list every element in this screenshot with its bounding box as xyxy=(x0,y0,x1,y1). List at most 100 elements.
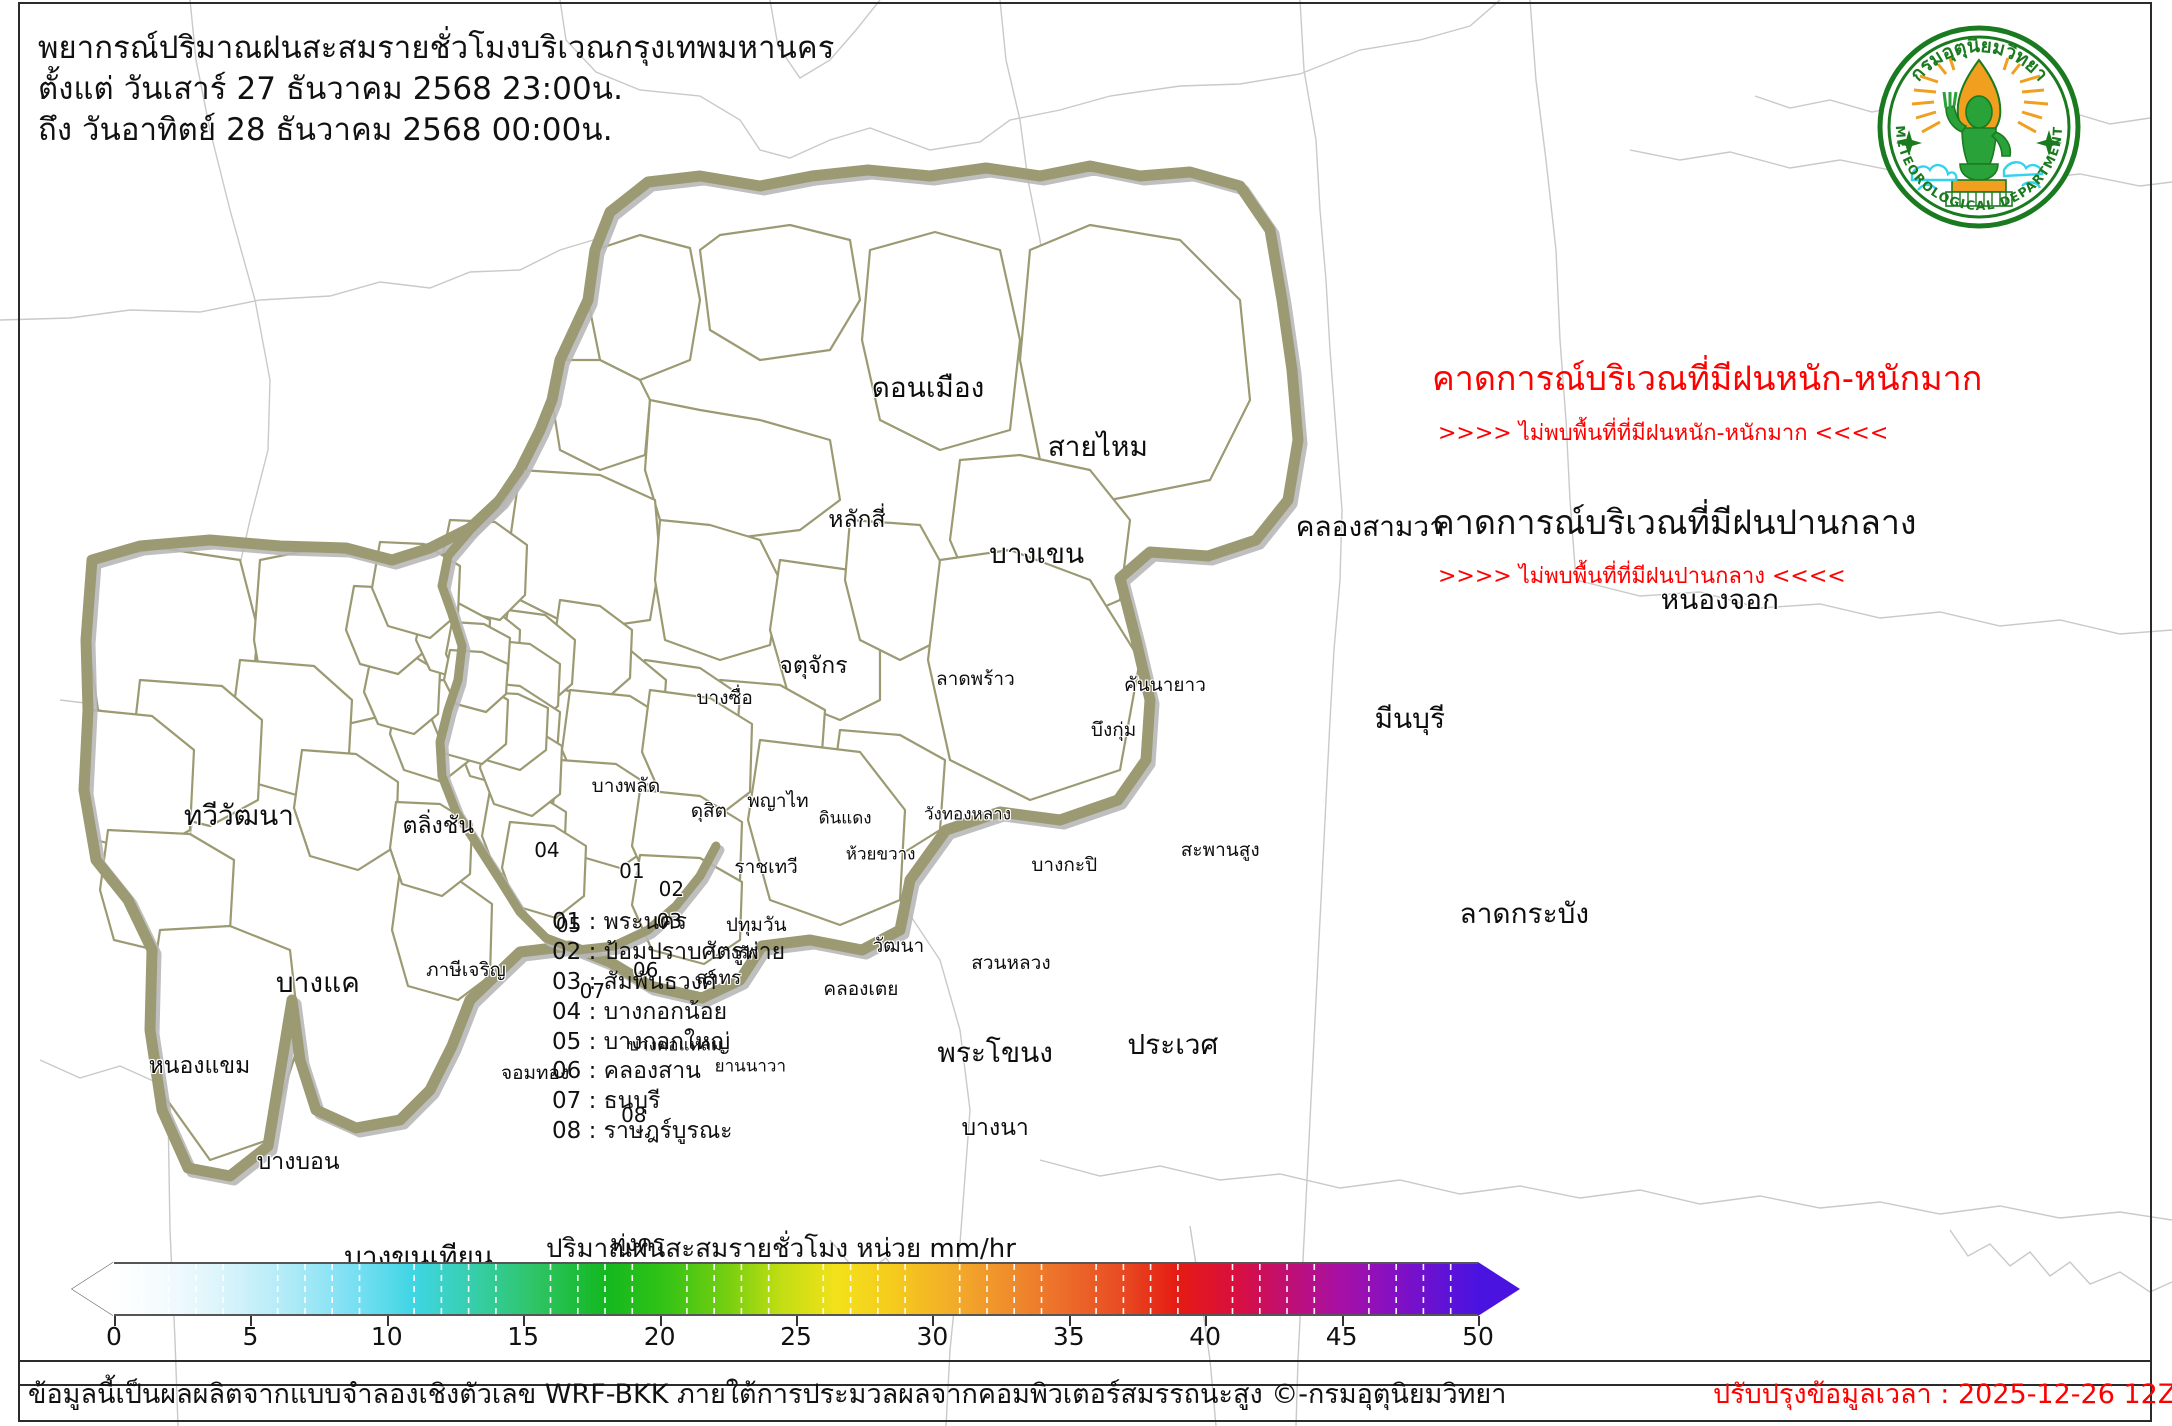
district-label: บางนา xyxy=(961,1114,1029,1141)
district-code-marker: 05 xyxy=(555,913,582,938)
district-label: บางพลัด xyxy=(591,775,661,798)
footer-source-text: ข้อมูลนี้เป็นผลผลิตจากแบบจำลองเชิงตัวเลข… xyxy=(28,1379,1507,1410)
district-label: ดุสิต xyxy=(690,799,727,822)
district-label: ราชเทวี xyxy=(734,855,798,878)
district-label: ลาดพร้าว xyxy=(936,668,1015,691)
district-label: ดินแดง xyxy=(818,808,872,829)
colorbar-tick-label: 30 xyxy=(916,1322,949,1351)
colorbar-minor-ticks xyxy=(140,1264,1452,1314)
district-label: หลักสี่ xyxy=(828,506,886,533)
district-label: ทวีวัฒนา xyxy=(183,799,294,833)
district-code-marker: 02 xyxy=(658,877,685,902)
moderate-rain-value: >>>> ไม่พบพื้นที่ที่มีฝนปานกลาง <<<< xyxy=(1438,564,1846,589)
district-label: ทุ่งครุ xyxy=(610,1231,665,1258)
district-code-marker: 04 xyxy=(534,838,560,863)
title-line-3: ถึง วันอาทิตย์ 28 ธันวาคม 2568 00:00น. xyxy=(38,111,613,148)
district-label: ภาษีเจริญ xyxy=(426,959,506,982)
district-code-marker: 07 xyxy=(579,978,606,1003)
district-label: บางซื่อ xyxy=(696,687,753,710)
district-code-marker: 08 xyxy=(621,1102,647,1127)
colorbar-major-tick xyxy=(1341,1316,1344,1326)
colorbar: 0 5 10 15 20 25 30 35 40 45 50 xyxy=(36,1262,1526,1351)
colorbar-major-tick xyxy=(1205,1316,1208,1326)
moderate-rain-heading: คาดการณ์บริเวณที่มีฝนปานกลาง xyxy=(1432,502,1917,543)
colorbar-gradient xyxy=(114,1262,1478,1316)
map-title-block: พยากรณ์ปริมาณฝนสะสมรายชั่วโมงบริเวณกรุงเ… xyxy=(38,28,998,151)
district-label: วังทองหลาง xyxy=(923,804,1012,825)
code-key-item: 04 : บางกอกน้อย xyxy=(552,998,728,1025)
district-label: ดอนเมือง xyxy=(871,371,985,405)
colorbar-tick-label: 10 xyxy=(370,1322,403,1351)
district-label: พญาไท xyxy=(747,790,809,813)
district-label: บางคอแหลม xyxy=(628,1035,723,1056)
colorbar-title: ปริมาณฝนสะสมรายชั่วโมง หน่วย mm/hr xyxy=(546,1234,1016,1264)
title-line-2: ตั้งแต่ วันเสาร์ 27 ธันวาคม 2568 23:00น. xyxy=(38,70,624,107)
colorbar-major-tick xyxy=(386,1316,389,1326)
tmd-logo: กรมอุตุนิยมวิทยา METEOROLOGICAL DEPARTME… xyxy=(1876,24,2082,230)
district-label: มีนบุรี xyxy=(1374,701,1445,735)
district-label: บางแค xyxy=(275,966,360,1000)
district-label: สาทร xyxy=(696,966,742,989)
district-label: วัฒนา xyxy=(872,934,925,957)
colorbar-over-arrow xyxy=(1478,1262,1520,1316)
district-label: ห้วยขวาง xyxy=(845,844,916,865)
district-code-marker: 06 xyxy=(632,958,659,983)
colorbar-major-tick xyxy=(932,1316,935,1326)
forecast-legend: คาดการณ์บริเวณที่มีฝนหนัก-หนักมาก >>>> ไ… xyxy=(1432,358,2132,593)
district-label: สะพานสูง xyxy=(1180,839,1260,862)
district-label: หนองจอก xyxy=(1660,583,1779,617)
district-label: บางกะปิ xyxy=(1031,854,1098,877)
district-label: หนองแขม xyxy=(148,1052,251,1079)
colorbar-major-tick xyxy=(250,1316,253,1326)
district-label: คลองสามวา xyxy=(1295,510,1445,544)
code-key-item: 07 : ธนบุรี xyxy=(552,1088,661,1115)
district-label: ตลิ่งชัน xyxy=(402,812,475,839)
title-line-1: พยากรณ์ปริมาณฝนสะสมรายชั่วโมงบริเวณกรุงเ… xyxy=(38,30,835,66)
colorbar-under-arrow xyxy=(72,1262,114,1316)
district-label: บางรัก xyxy=(710,943,759,964)
colorbar-tick-label: 40 xyxy=(1189,1322,1222,1351)
colorbar-major-tick xyxy=(796,1316,798,1326)
colorbar-tick-label: 15 xyxy=(507,1322,540,1351)
code-key-item: 02 : ป้อมปราบศัตรูพ่าย xyxy=(552,938,786,965)
code-key-item: 08 : ราษฎร์บูรณะ xyxy=(552,1118,733,1145)
colorbar-tick-label: 5 xyxy=(242,1322,259,1351)
colorbar-tick-label: 20 xyxy=(643,1322,676,1351)
district-code-marker: 03 xyxy=(656,909,683,934)
footer-update-time: ปรับปรุงข้อมูลเวลา : 2025-12-26 12Z xyxy=(1713,1379,2172,1410)
colorbar-tick-label: 45 xyxy=(1325,1322,1358,1351)
district-boundaries xyxy=(82,223,1252,1162)
district-label: ยานนาวา xyxy=(714,1056,786,1077)
district-label: จตุจักร xyxy=(779,653,848,680)
colorbar-major-tick xyxy=(1478,1316,1480,1326)
district-label: บึงกุ่ม xyxy=(1090,718,1137,741)
district-code-marker: 01 xyxy=(619,858,645,883)
code-key-item: 05 : บางกอกใหญ่ xyxy=(552,1028,731,1055)
colorbar-major-tick xyxy=(1068,1316,1071,1326)
colorbar-tick-label: 50 xyxy=(1462,1322,1494,1351)
district-label: พระโขนง xyxy=(937,1035,1053,1069)
district-label: ปทุมวัน xyxy=(725,914,787,937)
district-label: ลาดกระบัง xyxy=(1459,896,1590,930)
district-code-key: 01 : พระนคร 02 : ป้อมปราบศัตรูพ่าย 03 : สั… xyxy=(552,908,785,1147)
district-label: ประเวศ xyxy=(1127,1028,1219,1062)
district-label: บางบอน xyxy=(256,1148,340,1175)
district-label: สวนหลวง xyxy=(971,951,1051,974)
colorbar-tick-labels: 0 5 10 15 20 25 30 35 40 45 50 xyxy=(106,1322,1494,1356)
colorbar-major-tick xyxy=(114,1316,116,1326)
heavy-rain-value: >>>> ไม่พบพื้นที่ที่มีฝนหนัก-หนักมาก <<<… xyxy=(1438,420,1889,446)
code-key-item: 06 : คลองสาน xyxy=(552,1058,701,1085)
district-label: คลองเตย xyxy=(823,977,899,1000)
colorbar-tick-label: 25 xyxy=(780,1322,812,1351)
district-label: คันนายาว xyxy=(1124,673,1206,696)
colorbar-major-tick xyxy=(523,1316,526,1326)
district-label: จอมทอง xyxy=(500,1062,570,1085)
code-key-item: 01 : พระนคร xyxy=(552,909,687,935)
code-key-item: 03 : สัมพันธวงศ์ xyxy=(552,968,717,995)
heavy-rain-heading: คาดการณ์บริเวณที่มีฝนหนัก-หนักมาก xyxy=(1432,359,1983,399)
colorbar-tick-label: 0 xyxy=(106,1322,122,1351)
district-label: สายไหม xyxy=(1047,429,1148,463)
colorbar-major-tick xyxy=(659,1316,662,1326)
